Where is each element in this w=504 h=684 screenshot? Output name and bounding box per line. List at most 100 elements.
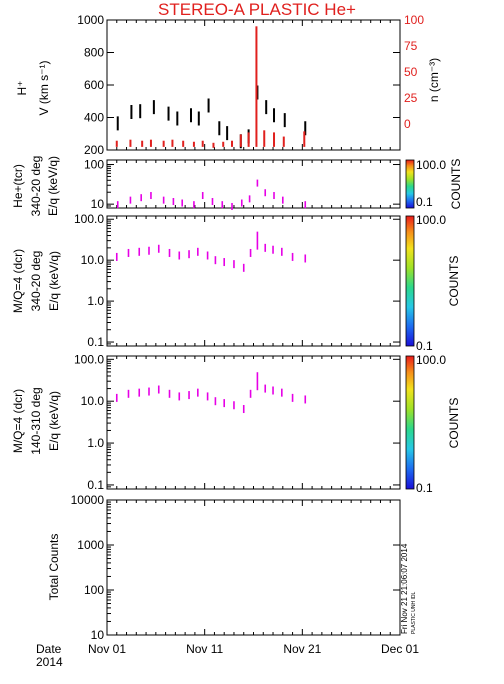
eq-mark: [221, 201, 224, 209]
panel-2-ylabel-mid: 340-20 deg: [29, 156, 43, 217]
eq-mark: [291, 393, 294, 402]
panel-4-colorbar-min: 0.1: [416, 481, 433, 495]
panel-4-ylabel-top: M/Q=4 (dcr): [11, 389, 25, 453]
eq-mark: [272, 245, 274, 254]
y-tick-label: 0.1: [87, 478, 104, 492]
density-mark: [182, 140, 185, 147]
y-tick-label: 200: [84, 143, 104, 157]
eq-mark: [138, 247, 141, 256]
speed-mark: [130, 105, 133, 119]
density-mark: [273, 132, 276, 147]
x-tick-label: Nov 11: [186, 642, 223, 656]
eq-mark: [115, 252, 118, 261]
density-mark: [263, 130, 266, 147]
eq-mark: [249, 248, 252, 257]
y-tick-label: 1.0: [87, 294, 104, 308]
y-tick-label: 800: [84, 46, 104, 60]
eq-mark: [256, 179, 259, 187]
panel-4-colorbar-max: 100.0: [416, 353, 446, 367]
y-right-tick-label: 75: [404, 39, 418, 53]
y-tick-label: 1000: [77, 13, 104, 27]
eq-mark: [256, 372, 259, 391]
eq-mark: [249, 389, 252, 398]
eq-mark: [150, 192, 152, 200]
y-right-tick-label: 0: [404, 117, 411, 131]
y-tick-label: 1.0: [87, 436, 104, 450]
y-tick-label: 10000: [71, 493, 105, 507]
eq-mark: [304, 395, 307, 404]
density-mark: [247, 132, 250, 147]
eq-mark: [188, 250, 190, 259]
y-tick-label: 600: [84, 78, 104, 92]
panel-2-colorbar: [405, 159, 415, 209]
density-mark: [129, 139, 132, 147]
eq-mark: [240, 199, 243, 207]
y-right-tick-label: 50: [404, 65, 418, 79]
eq-mark: [223, 399, 225, 408]
eq-mark: [157, 385, 160, 394]
eq-mark: [233, 401, 235, 410]
timestamp-sub: PLASTIC UNH IDL: [411, 592, 417, 634]
eq-mark: [291, 252, 294, 261]
eq-mark: [140, 194, 142, 202]
eq-mark: [242, 263, 245, 272]
panel-2-colorbar-max: 100.0: [416, 158, 446, 172]
x-tick-label: Nov 01: [88, 642, 126, 656]
density-mark: [231, 140, 234, 147]
density-mark: [222, 141, 225, 147]
y-tick-label: 10: [91, 197, 105, 211]
chart-title: STEREO-A PLASTIC He+: [158, 0, 356, 19]
eq-mark: [231, 202, 233, 210]
panel-3-colorbar-max: 100.0: [416, 213, 446, 227]
eq-mark: [206, 251, 209, 260]
timestamp: Fri Nov 21 21:06:07 2014: [400, 543, 409, 634]
speed-mark: [218, 121, 221, 136]
density-mark: [255, 26, 258, 147]
eq-mark: [181, 199, 184, 207]
eq-mark: [264, 243, 267, 252]
density-mark: [239, 134, 242, 147]
density-mark: [141, 140, 144, 147]
panel-3-ylabel-mid: 340-20 deg: [29, 251, 43, 312]
y-tick-label: 1000: [77, 538, 104, 552]
panel-3-ylabel-top: M/Q=4 (dcr): [11, 249, 25, 313]
eq-mark: [116, 201, 119, 209]
eq-mark: [272, 386, 274, 395]
eq-mark: [256, 231, 259, 250]
eq-mark: [264, 189, 267, 197]
panel-3-frame: [106, 215, 401, 347]
speed-mark: [265, 100, 268, 115]
density-mark: [282, 136, 285, 147]
eq-mark: [197, 247, 199, 256]
panel-4-ylabel-mid: 140-310 deg: [29, 387, 43, 454]
panel-5-frame: [106, 499, 401, 636]
speed-mark: [152, 100, 155, 115]
eq-mark: [248, 195, 251, 203]
panel-4-colorbar-label: COUNTS: [447, 398, 461, 449]
x-tick-label: Nov 21: [283, 642, 321, 656]
panel-2-ylabel: E/q (keV/q): [46, 156, 60, 216]
eq-mark: [127, 389, 130, 398]
eq-mark: [168, 248, 171, 257]
eq-mark: [282, 196, 284, 204]
panel-1-ylabel-top: H⁺: [15, 81, 29, 96]
eq-mark: [264, 384, 267, 393]
panel-2-ylabel-top: He+(tcr): [11, 164, 25, 208]
speed-mark: [197, 111, 200, 126]
density-mark: [192, 141, 195, 147]
eq-mark: [193, 201, 195, 209]
panel-3-colorbar-label: COUNTS: [447, 256, 461, 307]
y-tick-label: 400: [84, 111, 104, 125]
panel-1-ylabel: V (km s⁻¹): [37, 61, 51, 116]
eq-mark: [115, 393, 118, 402]
panel-3-ylabel: E/q (keV/q): [47, 251, 61, 311]
y-tick-label: 10.0: [81, 253, 105, 267]
density-mark: [162, 140, 165, 147]
panel-1-frame: [106, 19, 401, 151]
eq-mark: [281, 388, 283, 397]
eq-mark: [304, 201, 307, 209]
eq-mark: [178, 251, 181, 260]
eq-mark: [188, 391, 190, 400]
panel-2-frame: [106, 159, 401, 209]
